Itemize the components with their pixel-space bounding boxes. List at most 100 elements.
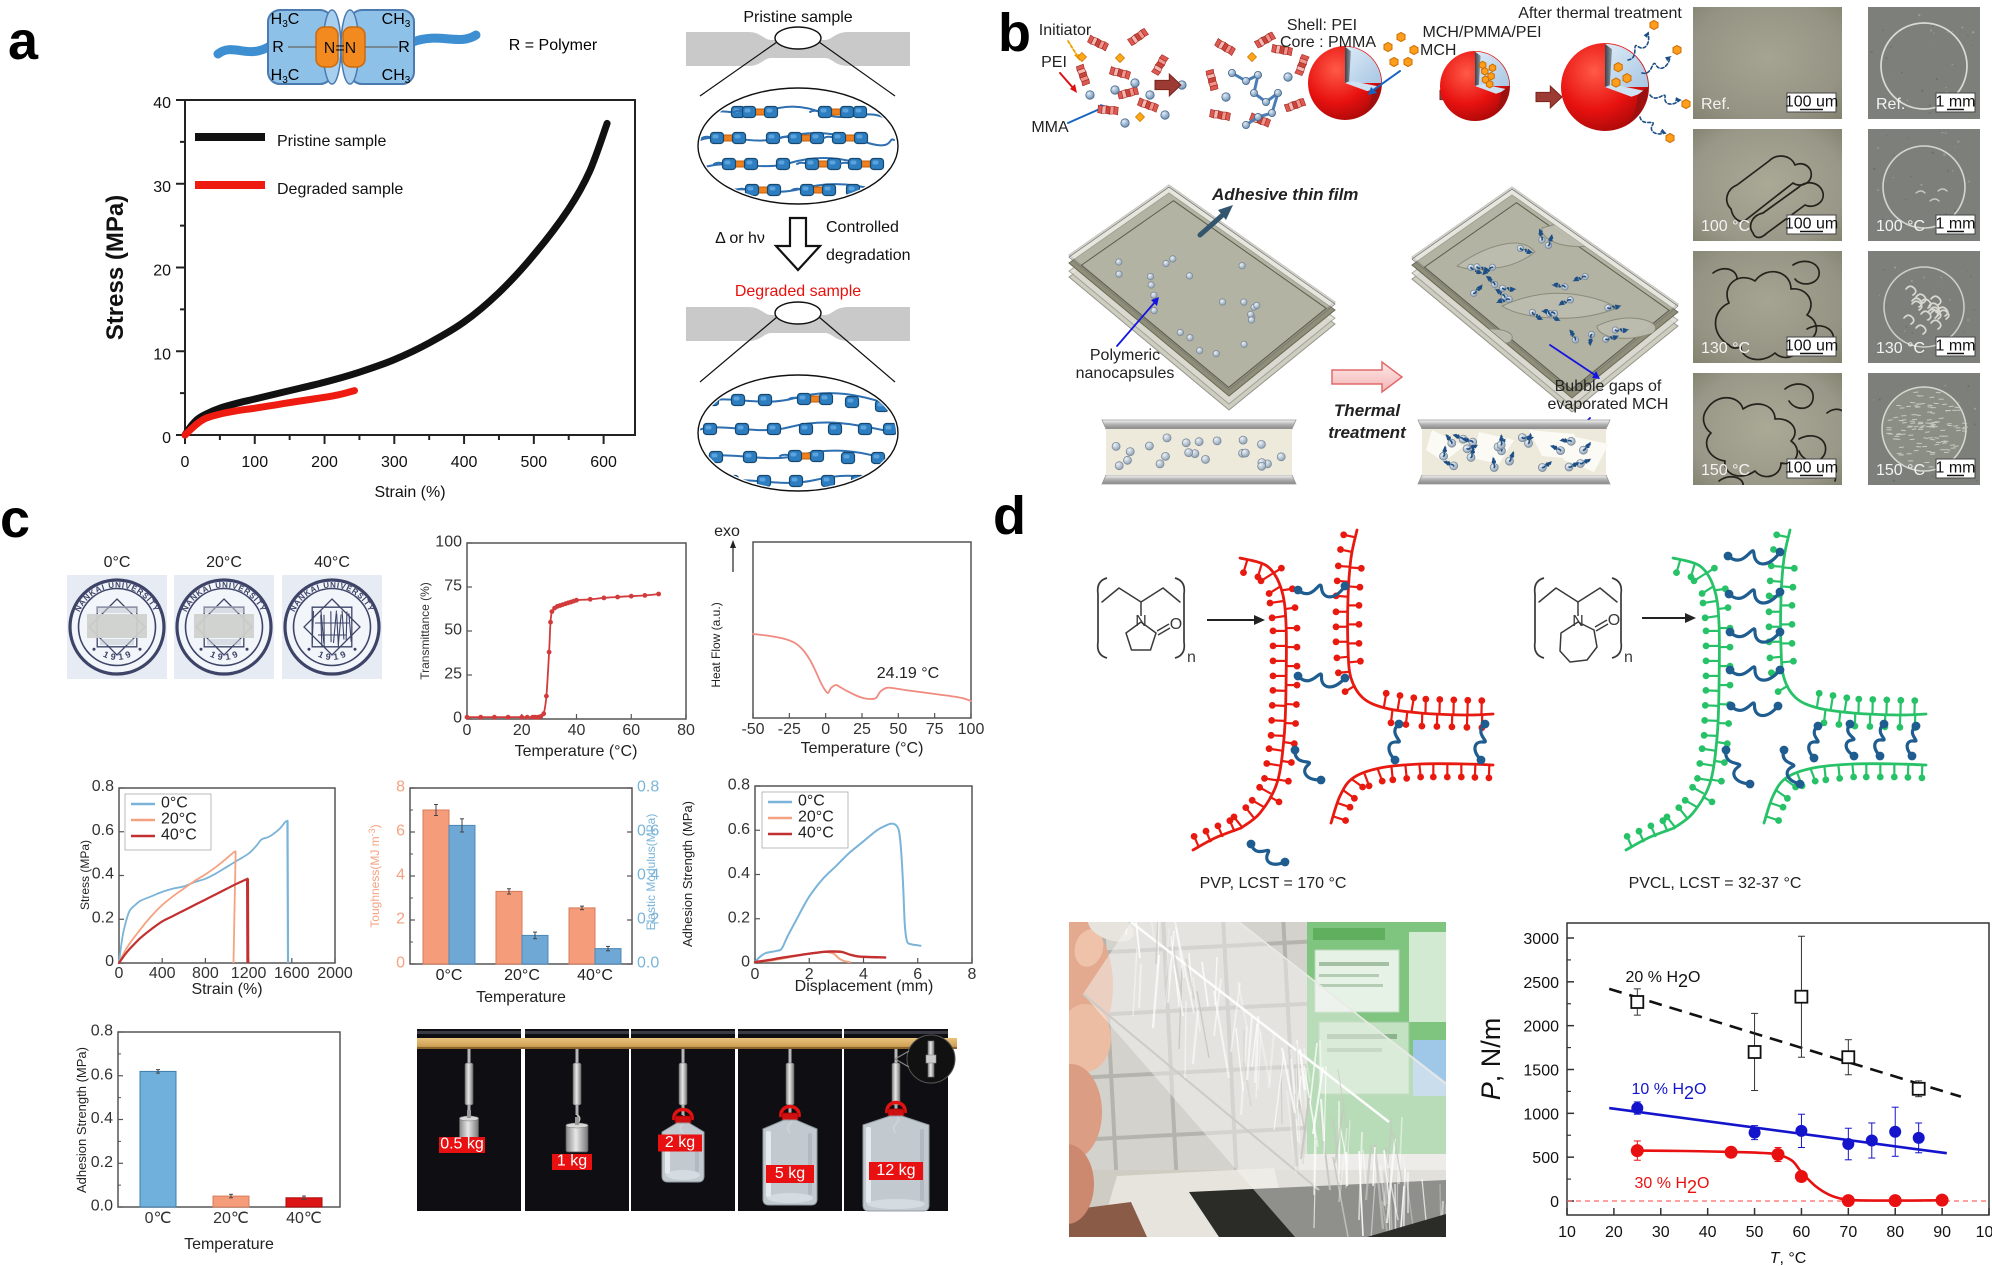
svg-text:40°C: 40°C <box>798 825 834 842</box>
svg-text:Temperature: Temperature <box>184 1236 274 1253</box>
svg-text:1: 1 <box>209 649 218 660</box>
svg-text:0: 0 <box>105 953 114 970</box>
svg-text:Shell: PEI: Shell: PEI <box>1287 17 1357 34</box>
svg-text:2: 2 <box>805 966 814 983</box>
svg-text:60: 60 <box>622 722 640 739</box>
svg-text:1: 1 <box>225 651 231 662</box>
svg-text:20°C: 20°C <box>504 967 540 984</box>
svg-text:MMA: MMA <box>1031 119 1069 136</box>
svg-text:Strain (%): Strain (%) <box>191 981 262 998</box>
svg-text:4: 4 <box>859 966 868 983</box>
svg-text:40℃: 40℃ <box>286 1210 322 1227</box>
svg-text:0: 0 <box>181 454 190 471</box>
svg-text:0: 0 <box>1550 1194 1559 1211</box>
svg-text:MCH: MCH <box>1420 42 1456 59</box>
svg-text:9: 9 <box>325 651 331 662</box>
svg-text:400: 400 <box>149 965 176 982</box>
svg-text:CH3: CH3 <box>382 11 411 30</box>
svg-text:1 mm: 1 mm <box>1936 216 1976 233</box>
svg-text:evaporated MCH: evaporated MCH <box>1548 396 1669 413</box>
svg-text:9: 9 <box>110 651 116 662</box>
svg-text:25: 25 <box>444 666 462 683</box>
svg-text:Temperature (°C): Temperature (°C) <box>801 740 924 757</box>
svg-text:500: 500 <box>1532 1150 1559 1167</box>
svg-text:100 °C: 100 °C <box>1701 218 1750 235</box>
svg-text:0.4: 0.4 <box>728 865 750 882</box>
svg-text:0.4: 0.4 <box>91 1110 113 1127</box>
svg-text:70: 70 <box>1839 1224 1857 1241</box>
svg-text:100: 100 <box>958 721 985 738</box>
svg-text:0°C: 0°C <box>436 967 463 984</box>
svg-text:H3C: H3C <box>271 11 300 30</box>
svg-text:90: 90 <box>1933 1224 1951 1241</box>
svg-text:3000: 3000 <box>1523 931 1559 948</box>
svg-text:Bubble gaps of: Bubble gaps of <box>1555 378 1662 395</box>
svg-text:2 kg: 2 kg <box>665 1134 695 1151</box>
svg-text:0.6: 0.6 <box>91 1066 113 1083</box>
svg-text:0: 0 <box>463 722 472 739</box>
svg-text:100 um: 100 um <box>1785 338 1838 355</box>
svg-text:0.6: 0.6 <box>728 821 750 838</box>
svg-text:T, °C: T, °C <box>1770 1250 1807 1266</box>
svg-text:80: 80 <box>1886 1224 1904 1241</box>
svg-text:20: 20 <box>513 722 531 739</box>
svg-text:0.8: 0.8 <box>637 779 659 796</box>
svg-text:60: 60 <box>1793 1224 1811 1241</box>
svg-text:1600: 1600 <box>274 965 310 982</box>
svg-text:Stress (MPa): Stress (MPa) <box>102 195 129 340</box>
svg-text:4: 4 <box>396 867 405 884</box>
svg-text:treatment: treatment <box>1328 423 1407 442</box>
svg-text:R: R <box>398 39 410 56</box>
svg-text:n: n <box>1187 649 1196 666</box>
svg-text:Initiator: Initiator <box>1039 22 1092 39</box>
svg-text:Elastic Modulus(MPa): Elastic Modulus(MPa) <box>644 814 658 931</box>
svg-text:PVCL, LCST = 32-37 °C: PVCL, LCST = 32-37 °C <box>1629 875 1802 892</box>
svg-text:PVP, LCST = 170 °C: PVP, LCST = 170 °C <box>1200 875 1347 892</box>
svg-text:100 °C: 100 °C <box>1876 218 1925 235</box>
svg-text:PEI: PEI <box>1041 54 1067 71</box>
svg-text:8: 8 <box>396 779 405 796</box>
svg-text:30: 30 <box>153 179 171 196</box>
svg-text:After thermal treatment: After thermal treatment <box>1518 5 1682 22</box>
svg-text:50: 50 <box>889 721 907 738</box>
svg-text:0.5 kg: 0.5 kg <box>440 1136 484 1153</box>
svg-text:130 °C: 130 °C <box>1701 340 1750 357</box>
svg-text:Temperature (°C): Temperature (°C) <box>515 743 638 760</box>
svg-text:Degraded sample: Degraded sample <box>277 181 403 198</box>
svg-text:150 °C: 150 °C <box>1876 462 1925 479</box>
svg-text:2000: 2000 <box>1523 1019 1559 1036</box>
svg-text:Adhesion Strength (MPa): Adhesion Strength (MPa) <box>74 1047 89 1193</box>
svg-text:0°C: 0°C <box>798 793 825 810</box>
svg-text:9: 9 <box>217 651 223 662</box>
svg-text:20℃: 20℃ <box>213 1210 249 1227</box>
svg-text:0.2: 0.2 <box>92 909 114 926</box>
svg-text:0: 0 <box>162 430 171 447</box>
svg-text:0: 0 <box>821 721 830 738</box>
svg-text:20: 20 <box>153 263 171 280</box>
svg-text:Ref.: Ref. <box>1701 96 1730 113</box>
svg-text:80: 80 <box>677 722 695 739</box>
svg-text:300: 300 <box>381 454 408 471</box>
svg-text:MCH/PMMA/PEI: MCH/PMMA/PEI <box>1422 24 1541 41</box>
svg-text:800: 800 <box>192 965 219 982</box>
svg-text:0: 0 <box>741 954 750 971</box>
svg-text:40°C: 40°C <box>314 554 350 571</box>
svg-text:0.2: 0.2 <box>91 1154 113 1171</box>
svg-text:1 mm: 1 mm <box>1936 338 1976 355</box>
svg-text:100: 100 <box>241 454 268 471</box>
svg-text:100: 100 <box>1976 1224 1992 1241</box>
svg-text:P, N/m: P, N/m <box>1476 1018 1506 1101</box>
svg-text:Controlled: Controlled <box>826 219 899 236</box>
svg-text:1500: 1500 <box>1523 1063 1559 1080</box>
svg-text:Polymeric: Polymeric <box>1090 347 1160 364</box>
svg-text:0℃: 0℃ <box>145 1210 172 1227</box>
svg-text:50: 50 <box>444 622 462 639</box>
svg-text:200: 200 <box>311 454 338 471</box>
svg-text:1: 1 <box>317 649 326 660</box>
svg-text:100 um: 100 um <box>1785 216 1838 233</box>
svg-text:0.0: 0.0 <box>91 1198 113 1215</box>
svg-text:Pristine sample: Pristine sample <box>743 9 852 26</box>
svg-text:400: 400 <box>451 454 478 471</box>
svg-text:nanocapsules: nanocapsules <box>1076 365 1175 382</box>
svg-text:Transmittance (%): Transmittance (%) <box>418 582 432 680</box>
